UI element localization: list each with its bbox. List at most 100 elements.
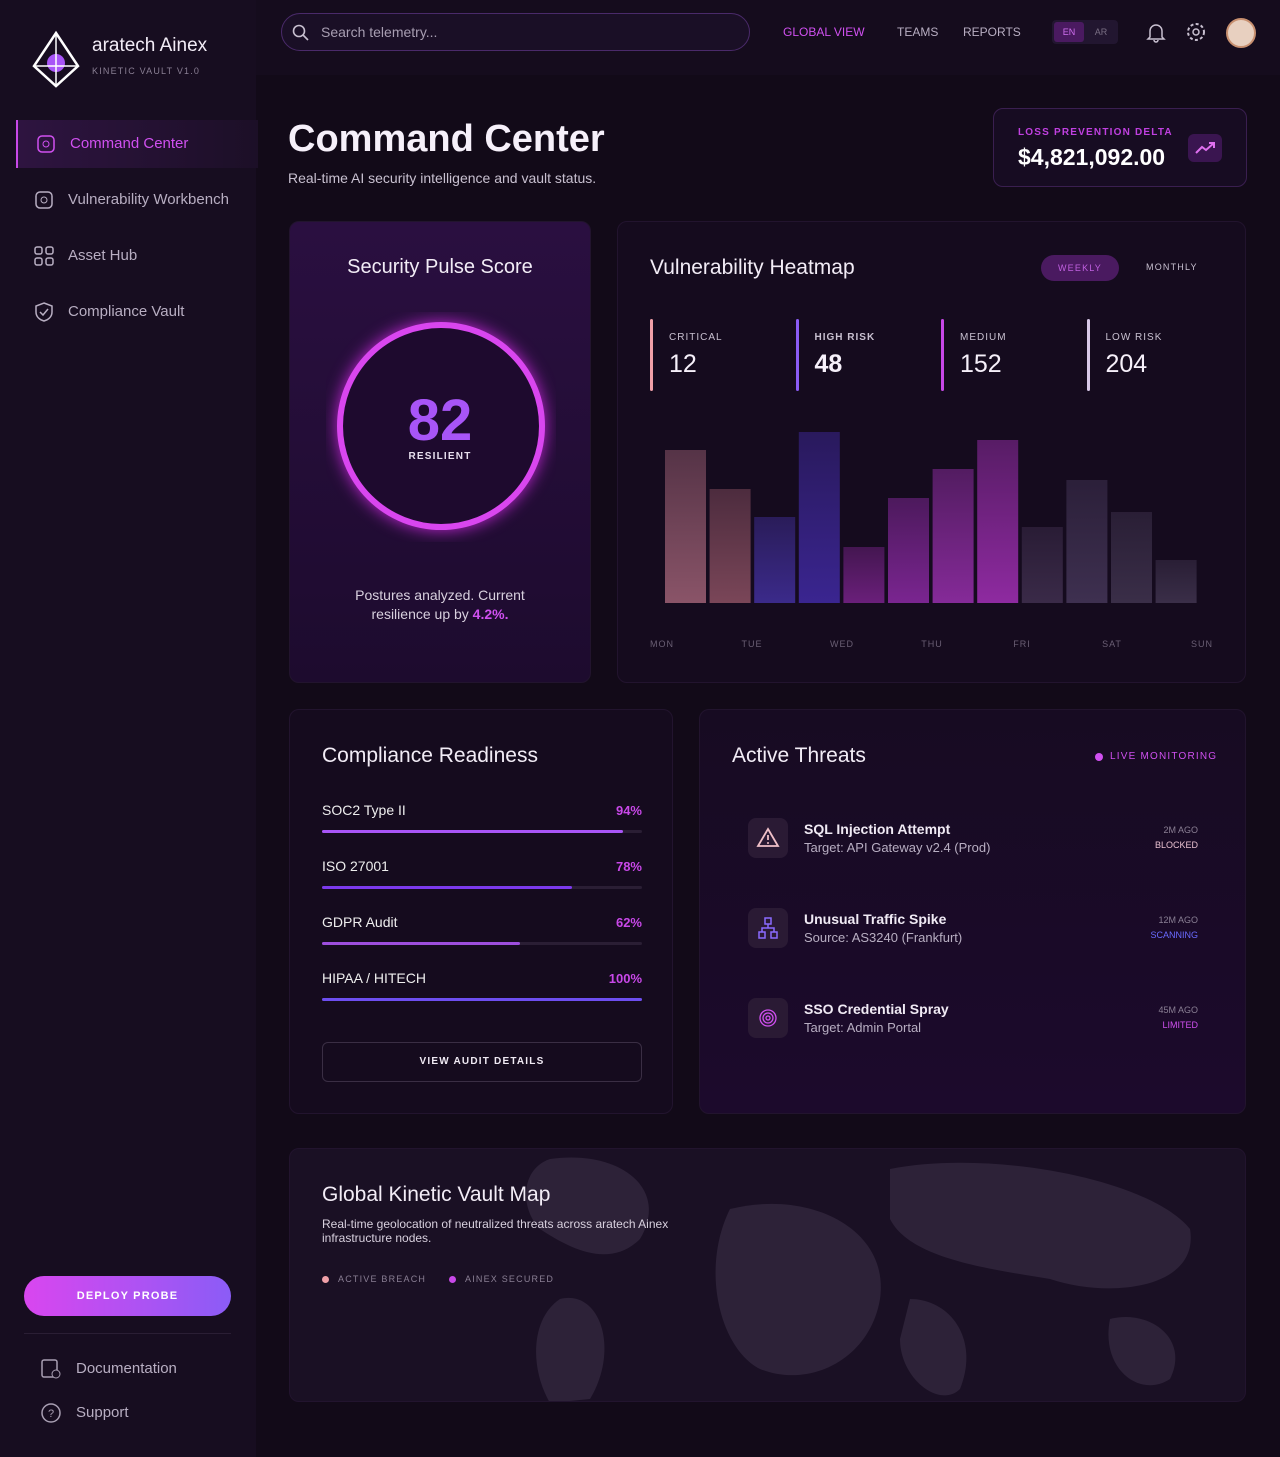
- legend-label: AINEX SECURED: [465, 1274, 555, 1284]
- day-label: THU: [921, 639, 943, 649]
- stat-label: HIGH RISK: [814, 332, 876, 343]
- pulse-status: RESILIENT: [408, 451, 472, 462]
- deploy-button[interactable]: DEPLOY PROBE: [24, 1276, 231, 1316]
- avatar[interactable]: [1226, 18, 1256, 48]
- heatmap-bar: [709, 489, 751, 603]
- top-nav-link[interactable]: REPORTS: [963, 25, 1021, 39]
- threat-detail: Source: AS3240 (Frankfurt): [804, 930, 963, 945]
- progress-bar: [322, 886, 572, 889]
- stat-label: LOW RISK: [1105, 332, 1163, 343]
- threat-title: SQL Injection Attempt: [804, 821, 951, 837]
- threat-time: 2M AGO: [1163, 825, 1198, 835]
- compliance-label: SOC2 Type II: [322, 802, 406, 818]
- compliance-label: GDPR Audit: [322, 914, 398, 930]
- search-box[interactable]: Search telemetry...: [281, 13, 750, 51]
- nav-item[interactable]: Command Center: [16, 120, 258, 168]
- stat-accent: [1086, 319, 1090, 391]
- nav-item[interactable]: Compliance Vault: [16, 288, 256, 336]
- threat-state: BLOCKED: [1154, 840, 1198, 850]
- map-text: Real-time geolocation of neutralized thr…: [322, 1217, 669, 1245]
- stat-accent: [795, 319, 799, 391]
- compliance-value: 100%: [608, 971, 642, 986]
- doc-icon: [41, 1359, 61, 1379]
- heatmap-bar: [888, 498, 929, 603]
- nav-item[interactable]: Vulnerability Workbench: [16, 176, 256, 224]
- top-nav-link[interactable]: GLOBAL VIEW: [783, 25, 865, 39]
- brand-name: aratech Ainex: [92, 35, 208, 56]
- divider: [24, 1333, 231, 1334]
- compliance-card: Compliance Readiness VIEW AUDIT DETAILS S…: [289, 709, 673, 1114]
- day-label: FRI: [1013, 639, 1031, 649]
- heatmap-bar: [932, 469, 974, 603]
- live-status: LIVE MONITORING: [1110, 751, 1218, 762]
- compliance-value: 62%: [615, 915, 642, 930]
- gear-icon[interactable]: [1185, 21, 1207, 43]
- compliance-value: 78%: [615, 859, 642, 874]
- nav-label: Compliance Vault: [68, 303, 185, 320]
- sidebar: [0, 0, 256, 1457]
- logo: [32, 30, 80, 88]
- stat-accent: [941, 319, 944, 391]
- threat-icon: [748, 908, 788, 948]
- heatmap-bar: [977, 440, 1019, 603]
- nav-item[interactable]: Asset Hub: [16, 232, 256, 280]
- live-dot: [1095, 753, 1103, 761]
- progress-bar: [322, 998, 642, 1001]
- bell-icon[interactable]: [1145, 21, 1167, 43]
- trend-icon: [1188, 134, 1222, 162]
- footer-link[interactable]: Documentation: [76, 1360, 177, 1377]
- compliance-label: ISO 27001: [322, 858, 389, 874]
- heatmap-bar: [798, 432, 840, 603]
- audit-button[interactable]: VIEW AUDIT DETAILS: [322, 1042, 642, 1082]
- loss-card: LOSS PREVENTION DELTA $4,821,092.00: [993, 108, 1247, 187]
- page-subtitle: Real-time AI security intelligence and v…: [288, 170, 597, 186]
- legend-dot: [322, 1276, 329, 1283]
- loss-label: LOSS PREVENTION DELTA: [1018, 127, 1173, 138]
- progress-bar: [322, 830, 623, 833]
- tab[interactable]: WEEKLY: [1041, 255, 1119, 281]
- pulse-score: 82: [407, 388, 473, 453]
- pulse-card: Security Pulse Score 82 RESILIENT Postur…: [289, 221, 591, 683]
- progress-bar: [322, 942, 521, 945]
- threat-detail: Target: API Gateway v2.4 (Prod): [804, 840, 991, 855]
- threat-time: 12M AGO: [1158, 915, 1198, 925]
- threat-state: SCANNING: [1150, 930, 1198, 940]
- threats-card: Active Threats LIVE MONITORING: [699, 709, 1246, 1114]
- brand-version: KINETIC VAULT V1.0: [92, 66, 201, 76]
- heatmap-bar: [1021, 527, 1063, 603]
- world-map: [526, 1157, 1191, 1401]
- day-label: WED: [830, 639, 854, 649]
- threat-time: 45M AGO: [1158, 1005, 1198, 1015]
- threat-detail: Target: Admin Portal: [804, 1020, 922, 1035]
- day-label: SUN: [1191, 639, 1213, 649]
- top-nav-link[interactable]: TEAMS: [897, 25, 939, 39]
- pulse-delta: 4.2%.: [472, 606, 509, 622]
- heatmap-title: Vulnerability Heatmap: [650, 256, 855, 279]
- legend-label: ACTIVE BREACH: [338, 1274, 427, 1284]
- map-title: Global Kinetic Vault Map: [322, 1183, 551, 1206]
- tab[interactable]: MONTHLY: [1146, 262, 1198, 272]
- heatmap-bar: [1111, 512, 1152, 603]
- threat-icon: [748, 998, 788, 1038]
- stat-value: 152: [960, 350, 1002, 378]
- stat-label: MEDIUM: [960, 332, 1007, 343]
- threat-title: SSO Credential Spray: [804, 1001, 949, 1017]
- compliance-title: Compliance Readiness: [322, 744, 538, 767]
- heatmap-card: Vulnerability Heatmap WEEKLY MONTHLY CRI…: [617, 221, 1246, 683]
- support-icon: ?: [41, 1403, 61, 1423]
- day-label: MON: [650, 639, 674, 649]
- compliance-value: 94%: [615, 803, 642, 818]
- threat-icon: [748, 818, 788, 858]
- lang-option[interactable]: AR: [1094, 27, 1108, 37]
- threat-title: Unusual Traffic Spike: [804, 911, 947, 927]
- legend-dot: [449, 1276, 456, 1283]
- lang-option[interactable]: EN: [1054, 22, 1084, 42]
- footer-link[interactable]: Support: [76, 1404, 129, 1421]
- search-placeholder: Search telemetry...: [321, 24, 438, 40]
- stat-value: 12: [669, 350, 697, 378]
- heatmap-bar: [754, 517, 796, 603]
- loss-value: $4,821,092.00: [1018, 144, 1166, 170]
- day-label: TUE: [742, 639, 763, 649]
- nav-label: Command Center: [70, 135, 189, 152]
